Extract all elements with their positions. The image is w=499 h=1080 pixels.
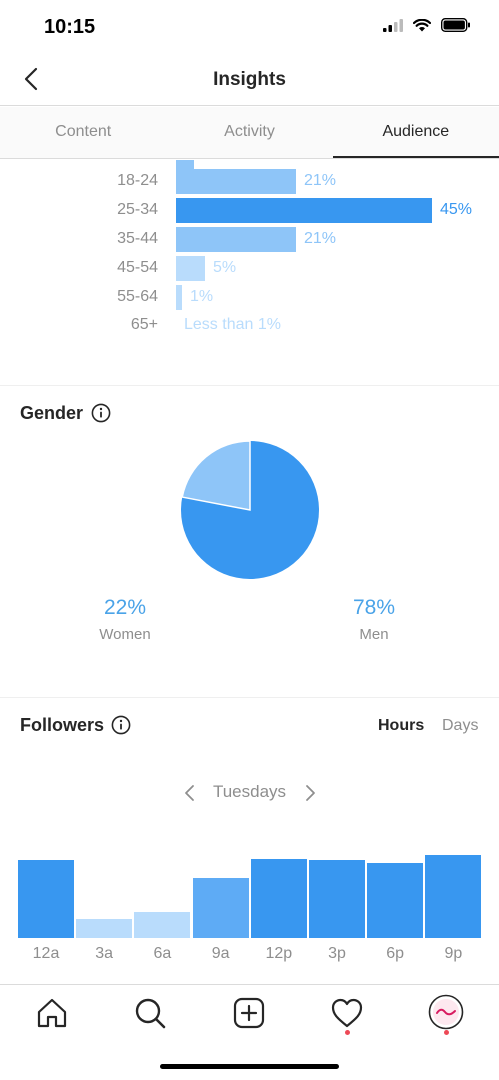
info-icon[interactable] [111, 715, 131, 735]
age-label: 45-54 [117, 259, 158, 276]
follower-bar-label: 12a [32, 945, 60, 962]
age-label: 65+ [130, 316, 158, 333]
follower-bar-12a [18, 860, 74, 938]
age-label: 55-64 [117, 288, 158, 305]
follower-bar-9a [192, 878, 249, 938]
follower-bar-label: 9a [211, 945, 230, 962]
section-divider [0, 697, 499, 698]
pie-slice-women [181, 440, 251, 511]
follower-bar-3p [309, 860, 365, 938]
search-icon[interactable] [132, 995, 168, 1031]
signal-icon [383, 18, 403, 32]
notification-dot [345, 1030, 350, 1035]
men-label: Men [359, 626, 389, 643]
new-post-icon[interactable] [231, 995, 267, 1031]
follower-bar-9p [425, 855, 482, 938]
follower-bar-label: 3a [95, 945, 114, 962]
age-bar-18-24 [176, 169, 296, 194]
tab-content[interactable]: Content [55, 123, 112, 140]
status-icons [383, 18, 471, 32]
profile-avatar[interactable] [428, 994, 464, 1030]
chevron-right-icon[interactable] [302, 783, 318, 803]
chevron-left-icon[interactable] [182, 783, 198, 803]
chevron-left-icon[interactable] [18, 64, 48, 94]
nav-header: Insights [0, 54, 499, 106]
wifi-icon [413, 18, 431, 31]
follower-bar-label: 12p [265, 945, 293, 962]
battery-icon [441, 18, 470, 32]
follower-bar-6p [367, 863, 424, 938]
age-label: 18-24 [117, 172, 158, 189]
follower-bar-label: 9p [444, 945, 463, 962]
day-selector-label: Tuesdays [212, 782, 287, 801]
insights-tabs: Content Activity Audience [0, 107, 499, 159]
tab-audience[interactable]: Audience [332, 107, 499, 158]
notification-dot [444, 1030, 449, 1035]
status-bar: 10:15 [0, 0, 499, 54]
age-label: 35-44 [117, 230, 158, 247]
women-label: Women [99, 626, 151, 643]
followers-title: Followers [20, 715, 105, 735]
age-value: 5% [213, 259, 237, 276]
gender-title: Gender [20, 403, 84, 423]
toggle-hours[interactable]: Hours [378, 717, 425, 734]
section-divider [0, 385, 499, 386]
age-range-chart: 18-24 21% 25-34 45% 35-44 21% 45-54 5% 5… [0, 160, 499, 384]
follower-bar-6a [134, 912, 191, 938]
activity-heart-icon[interactable] [329, 995, 365, 1031]
age-value: 1% [190, 288, 214, 305]
age-bar-55-64 [176, 285, 182, 310]
bottom-nav [0, 984, 499, 1080]
men-percent: 78% [352, 596, 396, 619]
age-value: 21% [304, 172, 337, 189]
age-bar-35-44 [176, 227, 296, 252]
women-percent: 22% [103, 596, 147, 619]
toggle-days[interactable]: Days [442, 717, 479, 734]
follower-bar-12p [250, 859, 307, 938]
follower-bar-label: 3p [328, 945, 346, 962]
tab-activity[interactable]: Activity [224, 123, 275, 140]
home-indicator [160, 1064, 339, 1069]
status-time: 10:15 [44, 16, 96, 38]
follower-bar-label: 6a [153, 945, 172, 962]
home-icon[interactable] [34, 995, 70, 1031]
follower-bar-label: 6p [386, 945, 405, 962]
age-bar-25-34 [176, 198, 432, 223]
age-value: 45% [440, 201, 473, 218]
page-title: Insights [213, 69, 286, 90]
age-value: Less than 1% [184, 316, 281, 333]
info-icon[interactable] [91, 403, 111, 423]
age-bar-45-54 [176, 256, 205, 281]
age-value: 21% [304, 230, 337, 247]
follower-bar-3a [76, 919, 133, 938]
age-label: 25-34 [117, 201, 158, 218]
gender-pie-chart [181, 440, 319, 579]
